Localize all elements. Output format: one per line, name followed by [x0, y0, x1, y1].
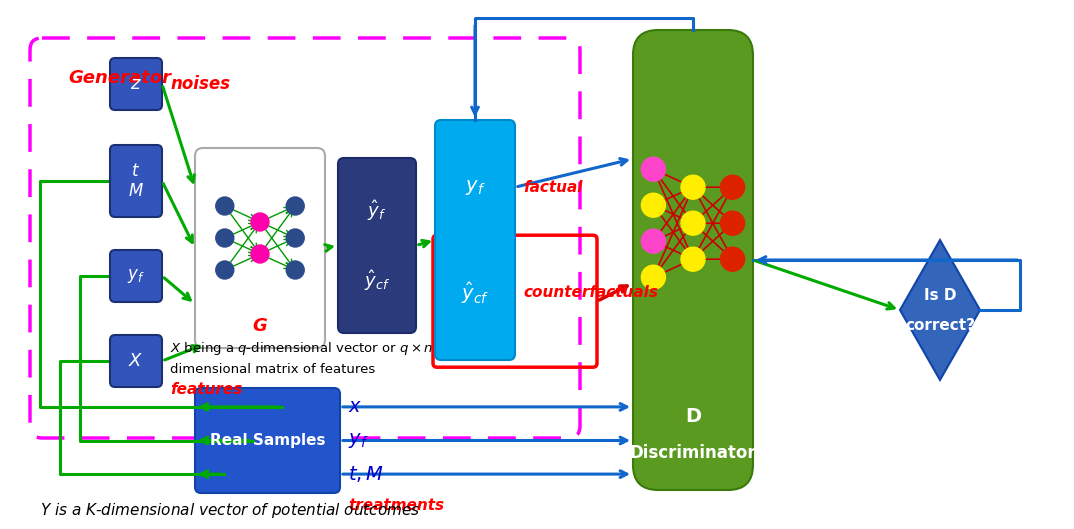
- Text: $\hat{y}_{cf}$: $\hat{y}_{cf}$: [364, 268, 390, 293]
- Text: $\hat{y}_{cf}$: $\hat{y}_{cf}$: [461, 280, 489, 306]
- FancyBboxPatch shape: [110, 58, 162, 110]
- Text: $t, M$: $t, M$: [348, 464, 383, 484]
- FancyBboxPatch shape: [110, 335, 162, 387]
- Text: Generator: Generator: [68, 69, 171, 87]
- Circle shape: [641, 265, 666, 289]
- Text: $X$ being a $q$-dimensional vector or $q \times n$: $X$ being a $q$-dimensional vector or $q…: [170, 340, 434, 357]
- Circle shape: [641, 229, 666, 253]
- Text: $Y$ is a $K$-dimensional vector of potential outcomes: $Y$ is a $K$-dimensional vector of poten…: [40, 500, 420, 519]
- Text: $y_f$: $y_f$: [127, 267, 145, 285]
- Circle shape: [681, 175, 705, 199]
- Circle shape: [681, 211, 705, 235]
- Text: counterfactuals: counterfactuals: [523, 285, 658, 300]
- Text: $y_f$: $y_f$: [348, 431, 368, 450]
- Circle shape: [721, 175, 744, 199]
- Text: $M$: $M$: [128, 182, 144, 200]
- FancyBboxPatch shape: [195, 388, 340, 493]
- Circle shape: [286, 197, 304, 215]
- Text: dimensional matrix of features: dimensional matrix of features: [170, 363, 375, 376]
- Text: Real Samples: Real Samples: [209, 433, 325, 448]
- Text: G: G: [252, 317, 267, 335]
- Circle shape: [286, 261, 304, 279]
- Circle shape: [286, 229, 304, 247]
- Text: factual: factual: [523, 180, 582, 195]
- Circle shape: [641, 193, 666, 217]
- Text: noises: noises: [170, 75, 230, 93]
- Circle shape: [216, 229, 234, 247]
- Circle shape: [216, 197, 234, 215]
- FancyBboxPatch shape: [110, 250, 162, 302]
- Text: $\hat{y}_f$: $\hat{y}_f$: [367, 198, 387, 223]
- Text: D: D: [685, 407, 701, 426]
- FancyBboxPatch shape: [338, 158, 416, 333]
- FancyBboxPatch shape: [110, 145, 162, 217]
- Text: treatments: treatments: [348, 497, 445, 513]
- Text: $z$: $z$: [130, 75, 142, 93]
- FancyBboxPatch shape: [195, 148, 325, 348]
- Text: $x$: $x$: [348, 397, 362, 416]
- Circle shape: [251, 213, 268, 231]
- Polygon shape: [900, 240, 979, 380]
- Text: $t$: $t$: [131, 162, 141, 180]
- Circle shape: [721, 211, 744, 235]
- Text: features: features: [170, 382, 243, 397]
- Circle shape: [641, 157, 666, 181]
- Text: Discriminator: Discriminator: [629, 444, 756, 462]
- Circle shape: [681, 247, 705, 271]
- Circle shape: [216, 261, 234, 279]
- Circle shape: [721, 247, 744, 271]
- Text: $y_f$: $y_f$: [465, 178, 485, 197]
- Text: correct?: correct?: [905, 317, 975, 333]
- Text: $X$: $X$: [128, 352, 144, 370]
- Text: Is D: Is D: [924, 287, 956, 303]
- FancyBboxPatch shape: [435, 120, 516, 360]
- FancyBboxPatch shape: [633, 30, 753, 490]
- Circle shape: [251, 245, 268, 263]
